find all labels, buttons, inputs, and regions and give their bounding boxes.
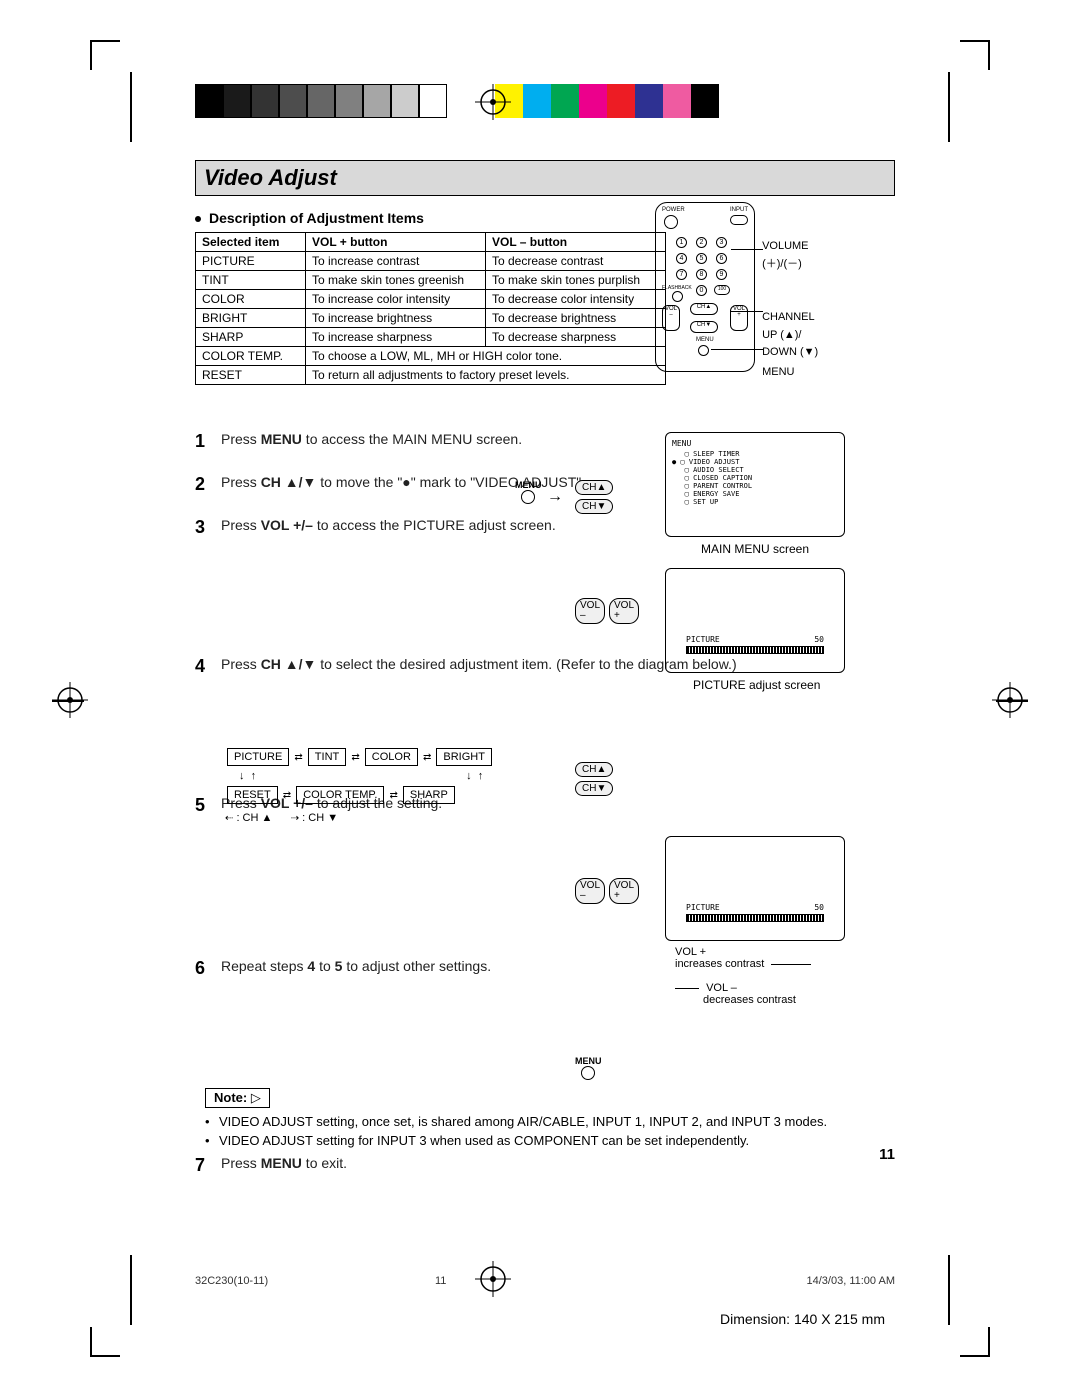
navigation-flow-diagram: PICTURE ⇄ TINT ⇄ COLOR ⇄ BRIGHT↓ ↑↓ ↑RES… xyxy=(225,746,494,824)
main-menu-caption: MAIN MENU screen xyxy=(701,542,809,556)
color-calibration-bar xyxy=(195,84,719,118)
guide-line xyxy=(130,72,132,142)
vol-minus-label: VOL – decreases contrast xyxy=(675,982,796,1006)
ch-buttons-icon: CH▲ CH▼ xyxy=(575,478,613,514)
remote-label-volume: VOLUME (＋)/(－) xyxy=(762,238,818,273)
crop-mark-tr xyxy=(950,40,990,80)
registration-mark-top xyxy=(475,84,511,120)
vol-buttons-icon: VOL – VOL + xyxy=(575,878,639,904)
ch-buttons-icon: CH▲ CH▼ xyxy=(575,760,613,796)
print-footer: 32C230(10-11) 11 14/3/03, 11:00 AM xyxy=(195,1275,895,1287)
remote-label-menu: MENU xyxy=(762,364,818,382)
guide-line xyxy=(948,1255,950,1325)
registration-mark-right xyxy=(992,682,1028,718)
adjustment-table: Selected itemVOL + buttonVOL – buttonPIC… xyxy=(195,232,666,385)
picture-adjust-screen: PICTURE50 xyxy=(665,568,845,673)
picture-adjust-caption: PICTURE adjust screen xyxy=(693,678,820,692)
crop-mark-tl xyxy=(90,40,130,80)
vol-buttons-icon: VOL – VOL + xyxy=(575,598,639,624)
main-menu-screen: MENU ▢ SLEEP TIMER● ▢ VIDEO ADJUST ▢ AUD… xyxy=(665,432,845,537)
dimension-label: Dimension: 140 X 215 mm xyxy=(720,1311,885,1327)
crop-mark-br xyxy=(950,1317,990,1357)
section-title: Video Adjust xyxy=(195,160,895,196)
menu-button-icon: MENU xyxy=(515,480,542,504)
vol-plus-label: VOL + increases contrast xyxy=(675,946,811,970)
note-section: Note: ▷ VIDEO ADJUST setting, once set, … xyxy=(205,1088,895,1152)
page-number: 11 xyxy=(879,1146,895,1163)
crop-mark-bl xyxy=(90,1317,130,1357)
contrast-adjust-screen: PICTURE50 xyxy=(665,836,845,941)
registration-mark-left xyxy=(52,682,88,718)
remote-label-channel: CHANNEL UP (▲)/ DOWN (▼) xyxy=(762,309,818,362)
guide-line xyxy=(130,1255,132,1325)
menu-button-icon: MENU xyxy=(575,1056,602,1080)
arrow-icon: → xyxy=(547,488,563,506)
remote-diagram: POWER INPUT 1 2 3 4 5 6 7 8 9 0 100 FLAS… xyxy=(655,202,905,382)
guide-line xyxy=(948,72,950,142)
